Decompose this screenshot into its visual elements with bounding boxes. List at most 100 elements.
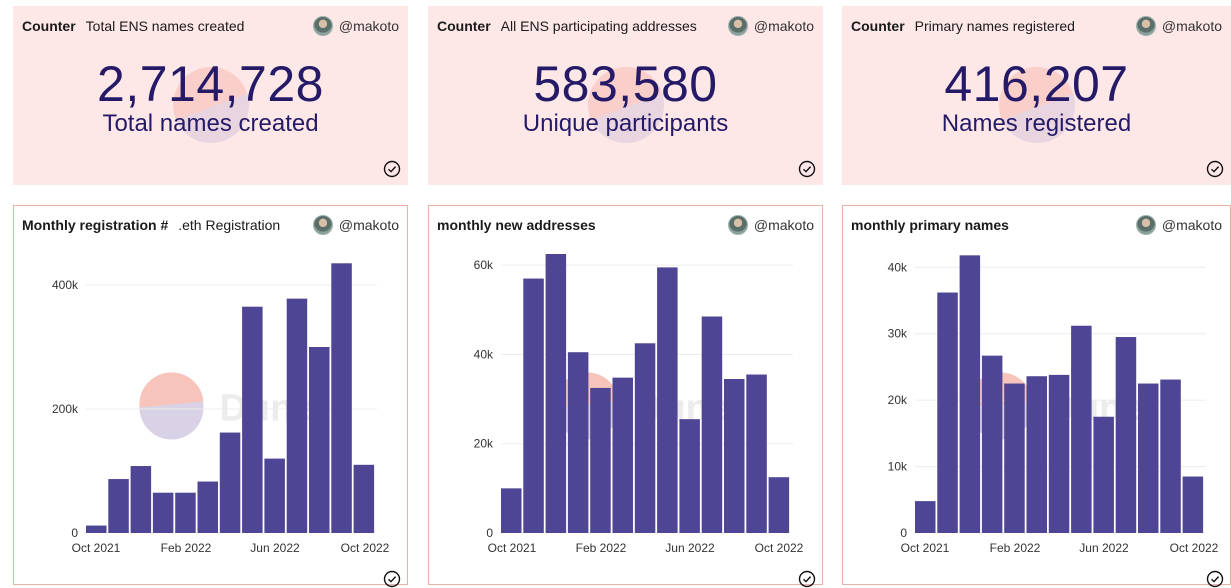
y-tick-label: 0 xyxy=(900,526,907,540)
owner-name: @makoto xyxy=(753,18,814,34)
owner-name: @makoto xyxy=(1161,18,1222,34)
bar xyxy=(679,419,700,533)
bar xyxy=(152,492,174,533)
chart-card-primary-names[interactable]: monthly primary names @makoto Dune 0 10k 20… xyxy=(842,205,1231,588)
y-tick-label: 0 xyxy=(71,526,78,540)
chart-card-new-addresses[interactable]: monthly new addresses @makoto Dune 0 20k 40… xyxy=(428,205,823,588)
avatar xyxy=(727,215,748,235)
counter-value: 416,207 xyxy=(944,56,1129,112)
x-tick-label: Feb 2022 xyxy=(990,541,1041,555)
x-tick-label: Oct 2022 xyxy=(755,541,804,555)
bar xyxy=(1026,376,1047,533)
owner-link[interactable]: @makoto xyxy=(1135,16,1222,36)
bar xyxy=(915,501,936,533)
bar xyxy=(219,432,241,533)
card-header: Counter All ENS participating addresses … xyxy=(437,16,814,36)
counter-card-participants[interactable]: Counter All ENS participating addresses … xyxy=(428,6,823,185)
x-tick-label: Oct 2022 xyxy=(1170,541,1219,555)
bar xyxy=(1048,374,1070,533)
bar xyxy=(1004,383,1025,533)
x-tick-label: Oct 2021 xyxy=(901,541,950,555)
bar xyxy=(937,292,958,533)
card-header: monthly primary names @makoto xyxy=(851,215,1222,235)
counter-card-primary-names[interactable]: Counter Primary names registered @makoto… xyxy=(842,6,1231,185)
x-tick-label: Jun 2022 xyxy=(1079,541,1129,555)
bar xyxy=(130,466,152,533)
y-tick-label: 40k xyxy=(888,260,908,274)
card-header: Monthly registration # .eth Registration… xyxy=(22,215,399,235)
check-circle-icon[interactable] xyxy=(383,160,401,178)
x-tick-label: Oct 2022 xyxy=(341,541,390,555)
x-tick-label: Jun 2022 xyxy=(665,541,715,555)
owner-link[interactable]: @makoto xyxy=(727,16,814,36)
bar xyxy=(701,316,723,533)
owner-name: @makoto xyxy=(338,217,399,233)
chart-card-registrations[interactable]: Monthly registration # .eth Registration… xyxy=(13,205,408,588)
bar xyxy=(1093,416,1114,533)
counter-label: Names registered xyxy=(941,110,1132,137)
avatar xyxy=(312,215,333,235)
bar xyxy=(523,278,544,533)
bar xyxy=(175,492,196,533)
bar xyxy=(567,352,589,533)
bar xyxy=(768,477,790,533)
y-tick-label: 40k xyxy=(474,347,494,361)
bar xyxy=(1138,383,1159,533)
bar xyxy=(1071,325,1092,533)
dune-watermark-icon xyxy=(587,67,664,143)
check-circle-icon[interactable] xyxy=(383,570,401,588)
y-tick-label: 30k xyxy=(888,327,908,341)
owner-link[interactable]: @makoto xyxy=(727,215,814,235)
owner-name: @makoto xyxy=(338,18,399,34)
counter-value: 583,580 xyxy=(533,56,718,112)
bar xyxy=(1182,476,1204,533)
bar xyxy=(501,488,522,533)
bar xyxy=(634,343,656,533)
bar xyxy=(309,347,330,533)
card-header: monthly new addresses @makoto xyxy=(437,215,814,235)
x-tick-label: Jun 2022 xyxy=(250,541,300,555)
check-circle-icon[interactable] xyxy=(798,570,816,588)
counter-value: 2,714,728 xyxy=(97,56,324,112)
check-circle-icon[interactable] xyxy=(1206,160,1224,178)
avatar xyxy=(727,16,748,36)
avatar xyxy=(1135,215,1156,235)
owner-name: @makoto xyxy=(753,217,814,233)
bar xyxy=(1115,337,1137,533)
bar xyxy=(724,378,745,533)
check-circle-icon[interactable] xyxy=(798,160,816,178)
card-type-label: monthly primary names xyxy=(851,217,1009,233)
card-type-label: Monthly registration # xyxy=(22,217,169,233)
owner-link[interactable]: @makoto xyxy=(312,16,399,36)
dune-watermark-icon xyxy=(172,67,249,143)
owner-link[interactable]: @makoto xyxy=(312,215,399,235)
counter-label: Unique participants xyxy=(522,110,729,137)
y-tick-label: 0 xyxy=(486,526,493,540)
card-type-label: Counter xyxy=(22,18,76,34)
bar xyxy=(590,387,611,533)
counter-label: Total names created xyxy=(102,110,319,137)
bar xyxy=(353,464,375,533)
card-title: Primary names registered xyxy=(914,18,1075,34)
card-header: Counter Primary names registered @makoto xyxy=(851,16,1222,36)
bar xyxy=(264,458,285,533)
card-title: .eth Registration xyxy=(178,217,281,233)
counter-card-total-names[interactable]: Counter Total ENS names created @makoto … xyxy=(13,6,408,185)
y-tick-label: 60k xyxy=(474,258,494,272)
check-circle-icon[interactable] xyxy=(1206,570,1224,588)
card-type-label: Counter xyxy=(851,18,905,34)
owner-name: @makoto xyxy=(1161,217,1222,233)
card-title: All ENS participating addresses xyxy=(500,18,697,34)
bar xyxy=(86,525,107,533)
owner-link[interactable]: @makoto xyxy=(1135,215,1222,235)
bar xyxy=(286,298,308,533)
y-tick-label: 400k xyxy=(52,278,79,292)
bar xyxy=(331,263,352,533)
card-type-label: Counter xyxy=(437,18,491,34)
bar xyxy=(1160,379,1181,533)
bar xyxy=(242,306,263,533)
bar xyxy=(197,481,218,533)
